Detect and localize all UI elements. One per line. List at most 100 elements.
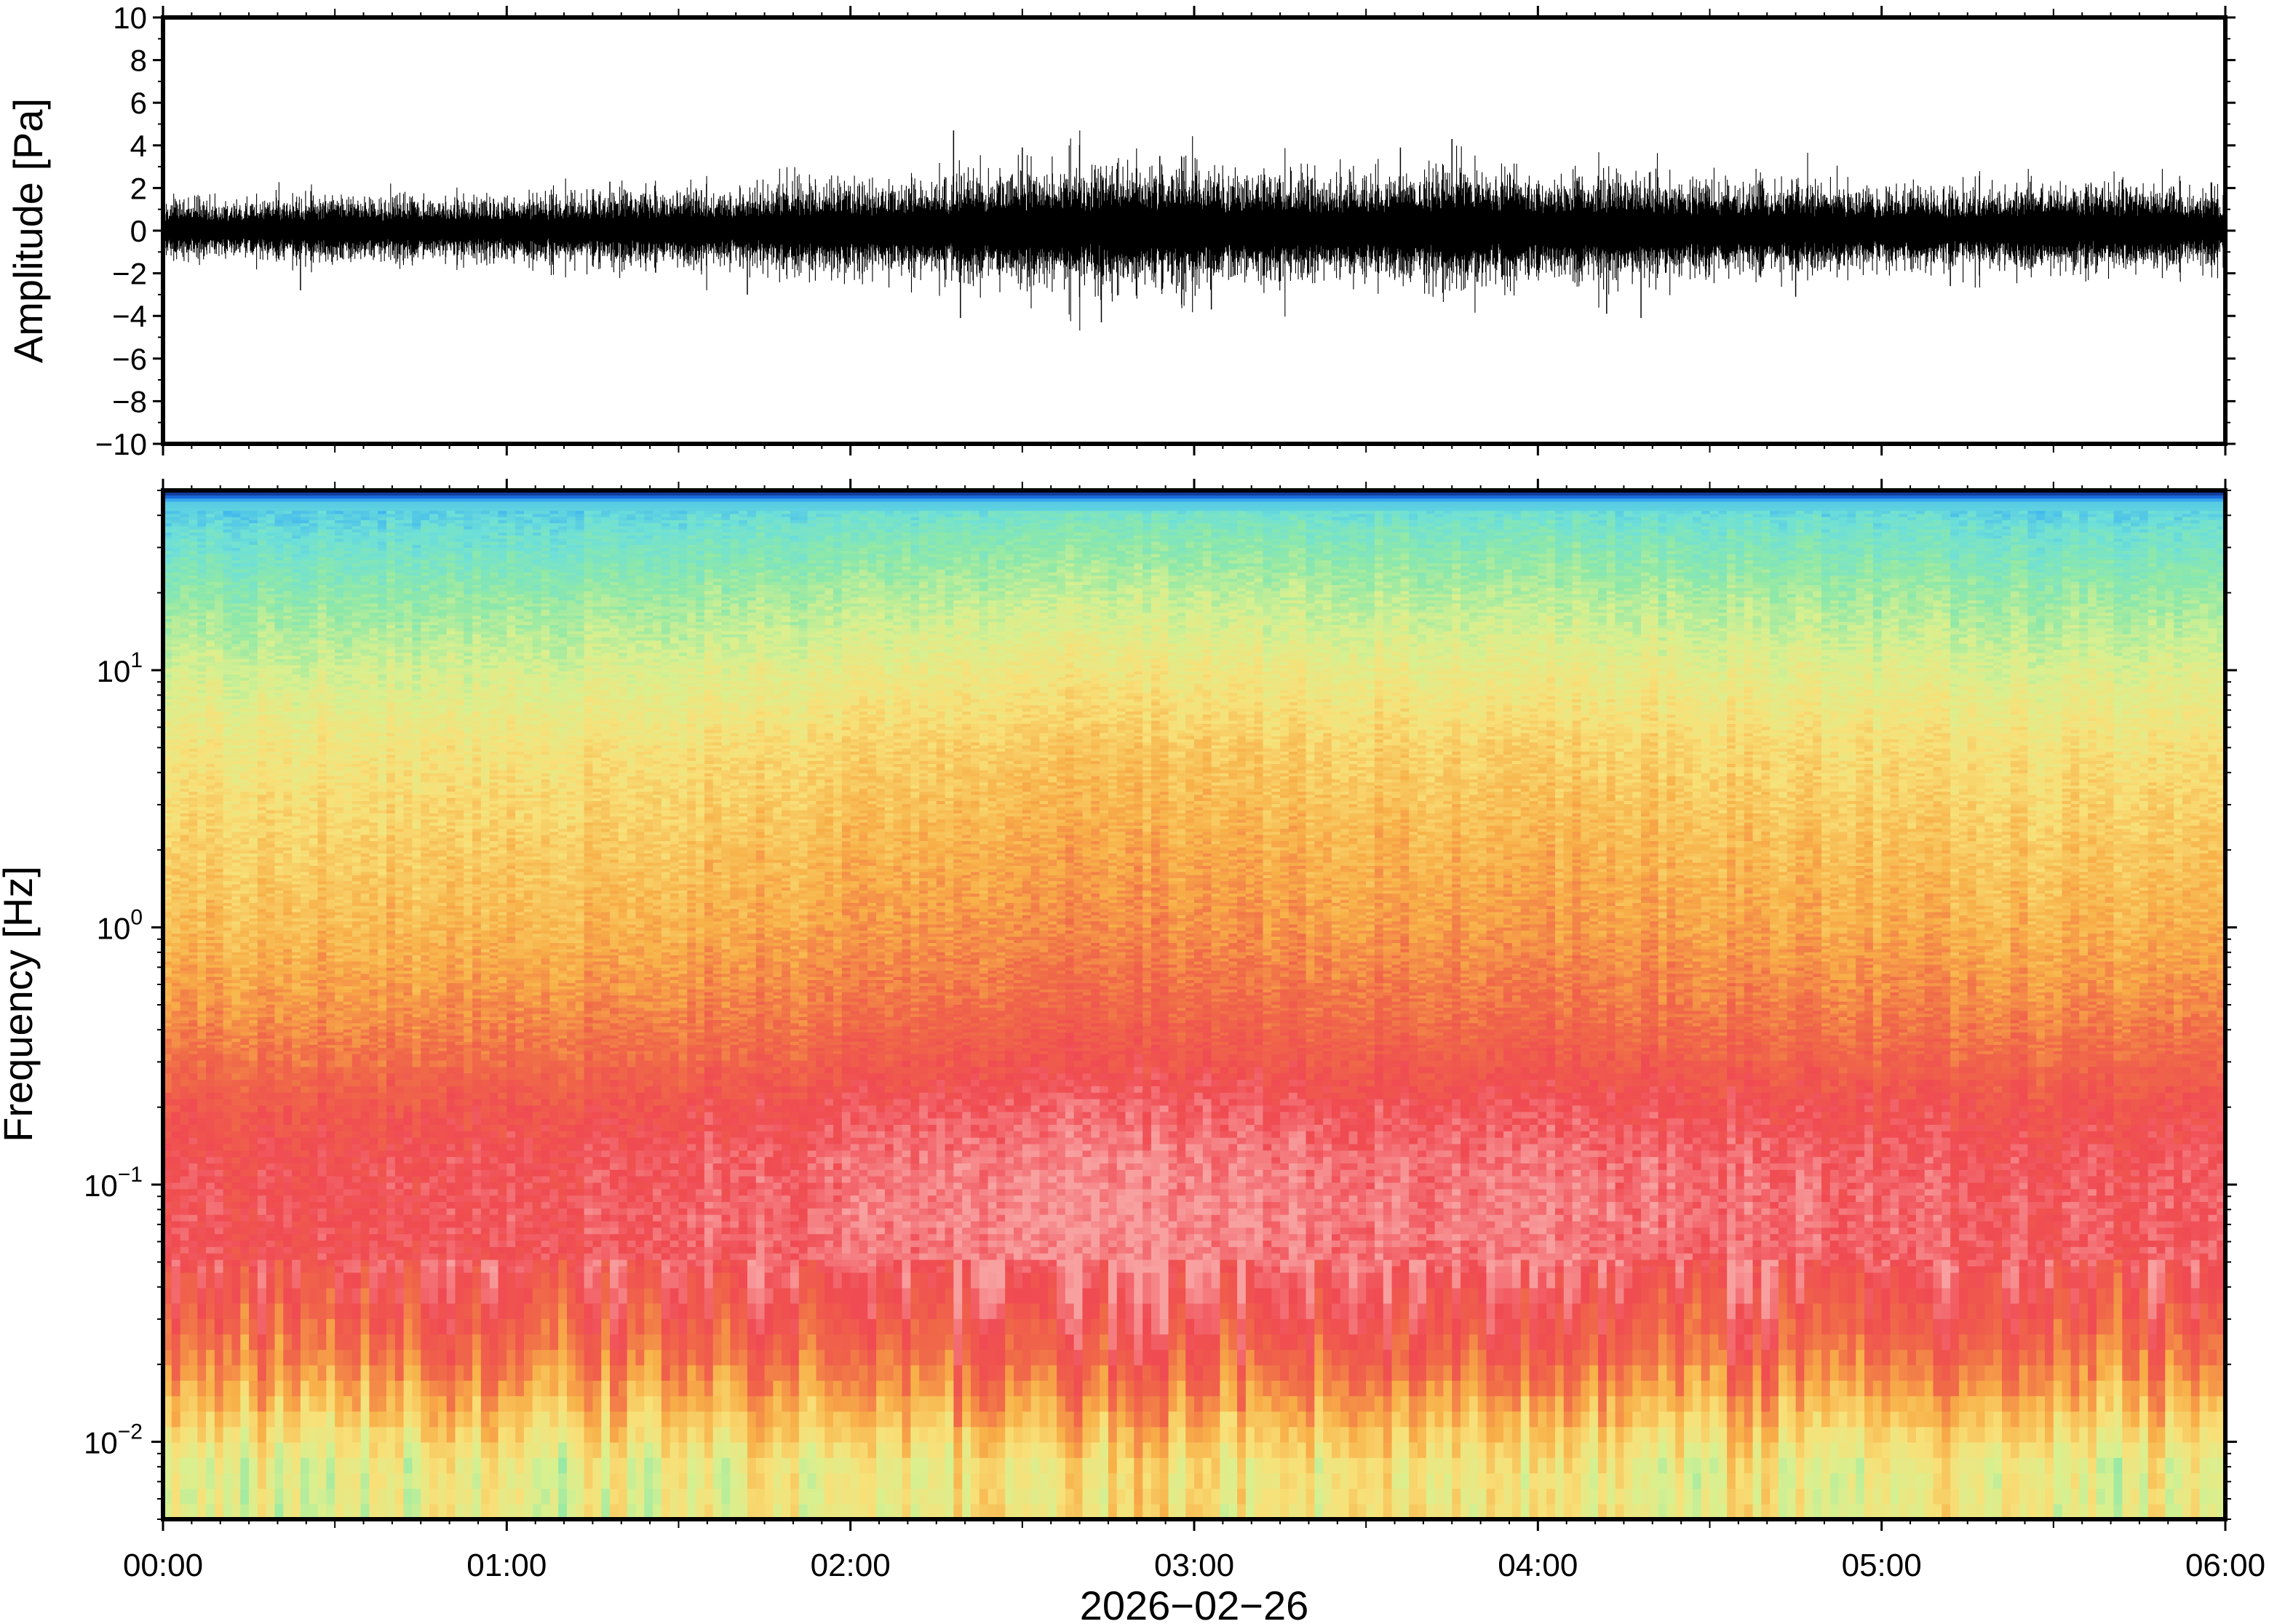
spectrogram-cell: [223, 600, 232, 604]
spectrogram-cell: [180, 1023, 189, 1027]
spectrogram-cell: [206, 906, 215, 909]
spectrogram-cell: [180, 924, 189, 928]
spectrogram-cell: [206, 865, 215, 869]
spectrogram-cell: [231, 930, 240, 934]
spectrogram-cell: [240, 742, 249, 746]
spectrogram-cell: [172, 1201, 180, 1208]
spectrogram-cell: [172, 637, 180, 640]
spectrogram-cell: [223, 563, 232, 567]
spectrogram-cell: [223, 745, 232, 749]
spectrogram-cell: [206, 674, 215, 677]
spectrogram-cell: [206, 816, 215, 820]
spectrogram-cell: [215, 551, 223, 554]
spectrogram-cell: [206, 517, 215, 520]
spectrogram-cell: [172, 976, 180, 980]
spectrogram-cell: [188, 1099, 197, 1105]
spectrogram-cell: [188, 717, 197, 721]
spectrogram-cell: [231, 1086, 240, 1092]
spectrogram-cell: [215, 578, 223, 582]
spectrogram-cell: [240, 733, 249, 736]
spectrogram-cell: [180, 554, 189, 557]
spectrogram-cell: [240, 1099, 249, 1105]
spectrogram-cell: [172, 942, 180, 946]
spectrogram-cell: [180, 998, 189, 1002]
spectrogram-cell: [197, 797, 206, 801]
spectrogram-cell: [215, 677, 223, 681]
spectrogram-cell: [180, 877, 189, 881]
spectrogram-cell: [231, 757, 240, 761]
spectrogram-cell: [188, 1105, 197, 1112]
spectrogram-cell: [197, 961, 206, 965]
spectrogram-cell: [223, 964, 232, 968]
spectrogram-cell: [223, 1489, 232, 1505]
spectrogram-cell: [231, 967, 240, 971]
spectrogram-cell: [215, 511, 223, 514]
spectrogram-cell: [231, 723, 240, 727]
spectrogram-cell: [215, 686, 223, 690]
spectrogram-cell: [206, 875, 215, 878]
spectrogram-cell: [215, 884, 223, 888]
spectrogram-cell: [231, 1008, 240, 1011]
spectrogram-cell: [206, 1051, 215, 1054]
spectrogram-cell: [188, 856, 197, 860]
spectrogram-cell: [223, 915, 232, 918]
spectrogram-cell: [188, 992, 197, 995]
spectrogram-cell: [223, 677, 232, 681]
spectrogram-cell: [197, 1195, 206, 1202]
spectrogram-cell: [188, 554, 197, 557]
spectrogram-cell: [240, 795, 249, 798]
spectrogram-cell: [215, 853, 223, 856]
spectrogram-cell: [188, 1112, 197, 1118]
spectrogram-cell: [172, 686, 180, 690]
spectrogram-cell: [215, 1044, 223, 1048]
spectrogram-cell: [180, 1026, 189, 1030]
spectrogram-cell: [231, 588, 240, 592]
spectrogram-cell: [231, 927, 240, 931]
spectrogram-cell: [215, 501, 223, 505]
spectrogram-cell: [206, 813, 215, 816]
spectrogram-cell: [223, 1011, 232, 1014]
spectrogram-cell: [223, 955, 232, 958]
spectrogram-cell: [223, 1060, 232, 1067]
spectrogram-cell: [197, 958, 206, 962]
spectrogram-cell: [180, 591, 189, 594]
spectrogram-cell: [188, 921, 197, 925]
spectrogram-cell: [197, 730, 206, 733]
spectrogram-cell: [172, 785, 180, 789]
spectrogram-cell: [231, 918, 240, 922]
spectrogram-cell: [197, 653, 206, 656]
spectrogram-cell: [231, 566, 240, 570]
spectrogram-cell: [197, 1189, 206, 1195]
spectrogram-cell: [197, 804, 206, 808]
spectrogram-cell: [172, 1246, 180, 1253]
spectrogram-cell: [188, 797, 197, 801]
spectrogram-cell: [215, 896, 223, 900]
spectrogram-cell: [172, 1137, 180, 1144]
spectrogram-cell: [231, 1473, 240, 1489]
spectrogram-cell: [215, 961, 223, 965]
spectrogram-cell: [215, 603, 223, 607]
spectrogram-cell: [180, 961, 189, 965]
spectrogram-cell: [223, 936, 232, 940]
spectrogram-cell: [231, 869, 240, 872]
spectrogram-cell: [180, 859, 189, 863]
spectrogram-cell: [188, 902, 197, 906]
spectrogram-cell: [197, 1246, 206, 1253]
spectrogram-cell: [197, 717, 206, 721]
spectrogram-cell: [180, 656, 189, 659]
spectrogram-cell: [188, 1457, 197, 1473]
spectrogram-cell: [231, 680, 240, 684]
spectrogram-cell: [223, 511, 232, 514]
spectrogram-cell: [188, 1334, 197, 1350]
spectrogram-cell: [180, 934, 189, 937]
spectrogram-cell: [215, 822, 223, 826]
spectrogram-cell: [206, 995, 215, 999]
spectrogram-cell: [180, 971, 189, 974]
spectrogram-cell: [206, 930, 215, 934]
spectrogram-cell: [206, 705, 215, 709]
spectrogram-cell: [197, 745, 206, 749]
spectrogram-cell: [231, 609, 240, 613]
spectrogram-cell: [180, 696, 189, 699]
spectrogram-cell: [240, 736, 249, 739]
spectrogram-cell: [172, 1350, 180, 1366]
